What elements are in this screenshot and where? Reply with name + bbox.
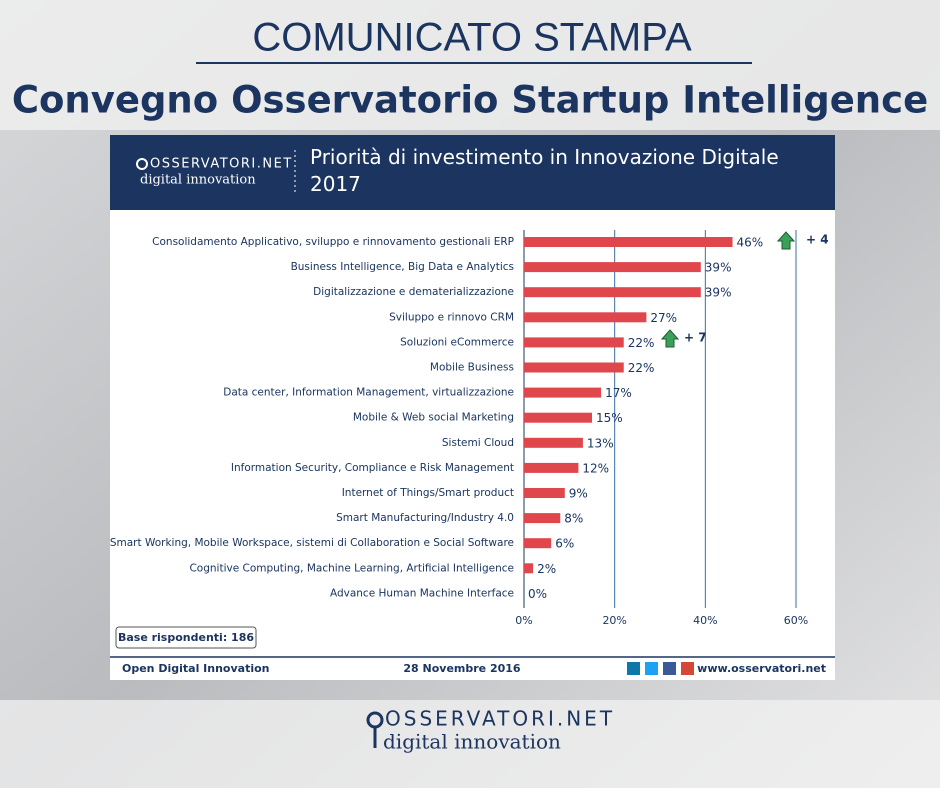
- bar: [524, 563, 534, 574]
- bar: [524, 262, 701, 273]
- y-tick-label: Sviluppo e rinnovo CRM: [389, 311, 514, 323]
- y-tick-label: Internet of Things/Smart product: [342, 487, 514, 499]
- y-tick-label: Sistemi Cloud: [442, 437, 514, 449]
- annotation: + 4: [806, 233, 829, 247]
- x-tick-label: 0%: [515, 614, 532, 627]
- bar: [524, 513, 561, 524]
- note-box: [115, 626, 257, 649]
- chart-title-box: Priorità di investimento in Innovazione …: [310, 145, 779, 196]
- chart-header: [110, 135, 835, 210]
- y-tick-label: Advance Human Machine Interface: [330, 587, 514, 599]
- bottom-logo-tagline: digital innovation: [383, 730, 561, 754]
- value-label: 13%: [587, 436, 614, 450]
- x-tick-label: 40%: [693, 614, 717, 627]
- y-tick-label: Smart Working, Mobile Workspace, sistemi…: [110, 537, 514, 549]
- bar: [524, 312, 647, 323]
- y-tick-label: Consolidamento Applicativo, sviluppo e r…: [152, 236, 514, 248]
- trend-arrow: [660, 329, 680, 348]
- bar: [524, 387, 602, 398]
- y-tick-label: Smart Manufacturing/Industry 4.0: [336, 512, 514, 524]
- y-tick-label: Data center, Information Management, vir…: [223, 387, 514, 399]
- icon-google[interactable]: [681, 662, 694, 675]
- chart-panel: [110, 135, 835, 680]
- bar: [524, 287, 701, 298]
- note: Base rispondenti: 186: [118, 631, 254, 644]
- kicker: COMUNICATO STAMPA: [252, 16, 692, 60]
- y-tick-label: Digitalizzazione e dematerializzazione: [313, 286, 514, 298]
- annotation: + 7: [684, 331, 707, 345]
- value-label: 17%: [605, 386, 632, 400]
- y-tick-label: Mobile & Web social Marketing: [353, 412, 514, 424]
- value-label: 39%: [705, 286, 732, 300]
- chart-logo-name: OSSERVATORI.NET: [150, 157, 293, 172]
- chart-title: Priorità di investimento in Innovazione …: [310, 145, 779, 196]
- icon-twitter[interactable]: [645, 662, 658, 675]
- bar: [524, 437, 583, 448]
- chart-logo-tagline: digital innovation: [140, 173, 256, 188]
- bar: [524, 462, 579, 473]
- bottom-logo-name: OSSERVATORI.NET: [385, 707, 615, 731]
- x-tick-label: 20%: [602, 614, 626, 627]
- icon-facebook[interactable]: [663, 662, 676, 675]
- y-tick-label: Cognitive Computing, Machine Learning, A…: [189, 562, 514, 574]
- footer-url[interactable]: www.osservatori.net: [697, 662, 826, 675]
- logo-icon: [136, 158, 148, 170]
- value-label: 8%: [564, 512, 583, 526]
- bar: [524, 362, 624, 373]
- headline: Convegno Osservatorio Startup Intelligen…: [12, 79, 928, 122]
- bar: [524, 237, 733, 247]
- trend-arrow: [776, 231, 796, 250]
- y-tick-label: Soluzioni eCommerce: [400, 336, 514, 348]
- value-label: 2%: [537, 562, 556, 576]
- value-label: 12%: [582, 461, 609, 475]
- header-band: [0, 0, 940, 130]
- value-label: 9%: [569, 487, 588, 501]
- bar: [524, 538, 552, 549]
- value-label: 39%: [705, 261, 732, 275]
- bar: [524, 412, 592, 423]
- bar: [524, 337, 624, 348]
- value-label: 0%: [528, 587, 547, 601]
- x-tick-label: 60%: [784, 614, 808, 627]
- value-label: 6%: [555, 537, 574, 551]
- y-tick-label: Information Security, Compliance e Risk …: [231, 462, 514, 474]
- value-label: 22%: [628, 336, 655, 350]
- icon-linkedin[interactable]: [627, 662, 640, 675]
- value-label: 46%: [737, 236, 764, 250]
- y-tick-label: Mobile Business: [430, 362, 514, 374]
- value-label: 27%: [650, 311, 677, 325]
- y-tick-label: Business Intelligence, Big Data e Analyt…: [291, 261, 514, 273]
- bar: [524, 488, 565, 498]
- footer-date: 28 Novembre 2016: [403, 662, 521, 675]
- footer-band: [0, 700, 940, 788]
- value-label: 15%: [596, 411, 623, 425]
- value-label: 22%: [628, 361, 655, 375]
- footer-left: Open Digital Innovation: [122, 662, 270, 675]
